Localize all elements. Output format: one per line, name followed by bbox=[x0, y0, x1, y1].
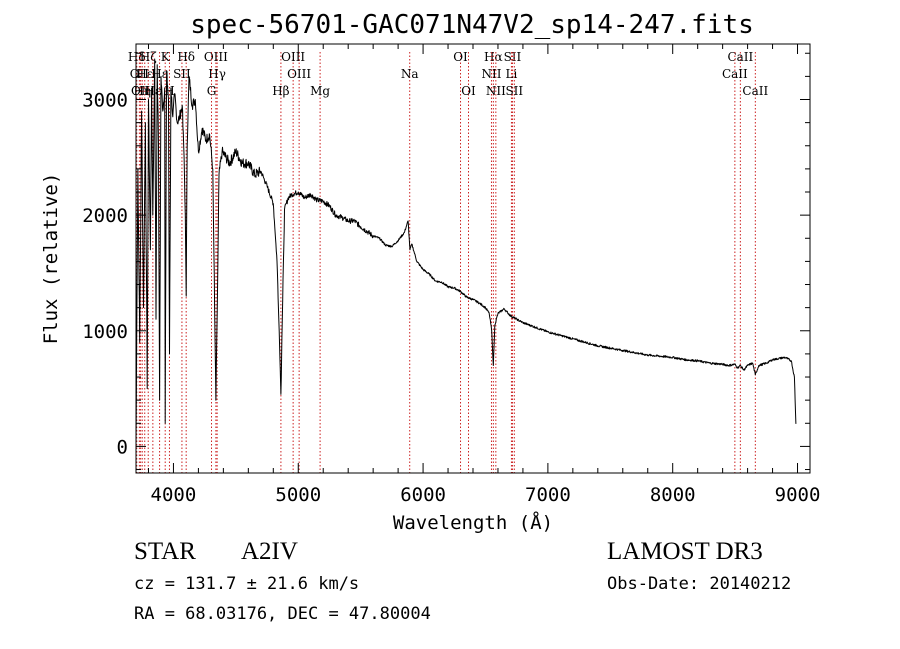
spectral-line-label: OIII bbox=[281, 50, 305, 64]
spectral-line-label: Hη bbox=[133, 84, 151, 98]
x-tick-label: 8000 bbox=[650, 484, 696, 506]
spectral-line-label: SII bbox=[173, 67, 191, 81]
spectral-line-label: H bbox=[164, 84, 174, 98]
x-tick-label: 9000 bbox=[775, 484, 821, 506]
spectrum-series bbox=[135, 58, 797, 447]
spectral-line-label: Hδ bbox=[128, 50, 146, 64]
object-class: STAR bbox=[134, 538, 196, 565]
spectral-line-label: Li bbox=[506, 67, 518, 81]
spectral-line-label: CaII bbox=[722, 67, 748, 81]
redshift-text: cz = 131.7 ± 21.6 km/s bbox=[134, 574, 360, 594]
object-subclass: A2IV bbox=[241, 538, 298, 565]
spectral-line-label: Hε bbox=[145, 84, 162, 98]
y-tick-label: 2000 bbox=[82, 205, 128, 227]
y-tick-label: 1000 bbox=[82, 321, 128, 343]
spectral-line-label: G bbox=[207, 84, 217, 98]
y-axis: 0 1000 2000 3000 bbox=[82, 52, 810, 471]
x-axis: 4000 5000 6000 7000 8000 9000 bbox=[147, 44, 821, 506]
spectral-line-label: Hβ bbox=[272, 84, 289, 98]
spectral-line-label: Hε bbox=[151, 67, 168, 81]
y-tick-label: 3000 bbox=[82, 90, 128, 112]
spectral-line-label: CaII bbox=[742, 84, 768, 98]
spectral-line-label: CaII bbox=[727, 50, 753, 64]
x-tick-label: 6000 bbox=[400, 484, 446, 506]
chart-title: spec-56701-GAC071N47V2_sp14-247.fits bbox=[190, 10, 754, 40]
spectral-line-label: NII bbox=[486, 84, 506, 98]
survey-name: LAMOST DR3 bbox=[607, 538, 763, 565]
x-axis-label: Wavelength (Å) bbox=[393, 511, 553, 534]
spectral-line-label: OI bbox=[453, 50, 468, 64]
coordinates-text: RA = 68.03176, DEC = 47.80004 bbox=[134, 604, 431, 624]
spectral-line-label: Hγ bbox=[208, 67, 226, 81]
spectral-line-label: SII bbox=[504, 50, 522, 64]
spectral-line-label: Hα bbox=[484, 50, 503, 64]
x-tick-label: 5000 bbox=[275, 484, 321, 506]
y-axis-label: Flux (relative) bbox=[40, 173, 62, 345]
spectrum-line bbox=[135, 58, 797, 447]
obs-date-text: Obs-Date: 20140212 bbox=[607, 574, 792, 594]
spectral-line-label: SII bbox=[505, 84, 523, 98]
spectral-line-label: OI bbox=[461, 84, 476, 98]
spectral-line-label: NII bbox=[481, 67, 501, 81]
spectral-line-label: OIII bbox=[204, 50, 228, 64]
x-tick-label: 7000 bbox=[525, 484, 571, 506]
spectral-line-label: Hδ bbox=[177, 50, 195, 64]
spectral-line-label: Na bbox=[401, 67, 419, 81]
y-tick-label: 0 bbox=[117, 436, 128, 458]
spectral-line-label: K bbox=[161, 50, 171, 64]
spectral-line-label: OIII bbox=[287, 67, 311, 81]
spectral-line-label: Hε bbox=[136, 67, 153, 81]
x-tick-label: 4000 bbox=[151, 484, 197, 506]
plot-frame bbox=[135, 43, 811, 474]
spectral-line-label: Mg bbox=[310, 84, 330, 98]
